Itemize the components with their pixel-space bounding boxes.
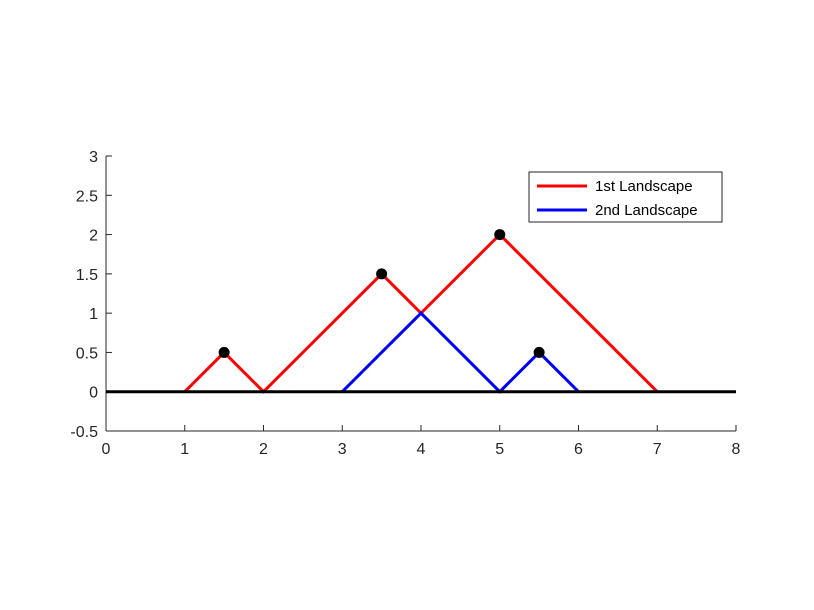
y-tick-label: 1 bbox=[89, 306, 98, 323]
x-tick-label: 8 bbox=[732, 441, 741, 458]
x-tick-label: 2 bbox=[259, 441, 268, 458]
x-tick-label: 3 bbox=[338, 441, 347, 458]
legend-box bbox=[528, 171, 723, 223]
data-point bbox=[218, 346, 230, 358]
x-tick-label: 5 bbox=[495, 441, 504, 458]
y-tick-label: 3 bbox=[89, 149, 98, 166]
x-tick-label: 1 bbox=[180, 441, 189, 458]
legend-label: 1st Landscape bbox=[595, 178, 693, 195]
data-point bbox=[494, 229, 506, 241]
y-tick-label: 2.5 bbox=[76, 188, 98, 205]
legend-label: 2nd Landscape bbox=[595, 202, 698, 219]
y-tick-label: -0.5 bbox=[70, 424, 98, 441]
y-tick-label: 2 bbox=[89, 228, 98, 245]
y-tick-label: 0 bbox=[89, 385, 98, 402]
x-tick-label: 6 bbox=[574, 441, 583, 458]
x-tick-label: 4 bbox=[417, 441, 426, 458]
data-point bbox=[533, 346, 545, 358]
data-point bbox=[376, 268, 388, 280]
y-tick-label: 1.5 bbox=[76, 267, 98, 284]
x-tick-label: 0 bbox=[102, 441, 111, 458]
y-tick-label: 0.5 bbox=[76, 345, 98, 362]
x-tick-label: 7 bbox=[653, 441, 662, 458]
